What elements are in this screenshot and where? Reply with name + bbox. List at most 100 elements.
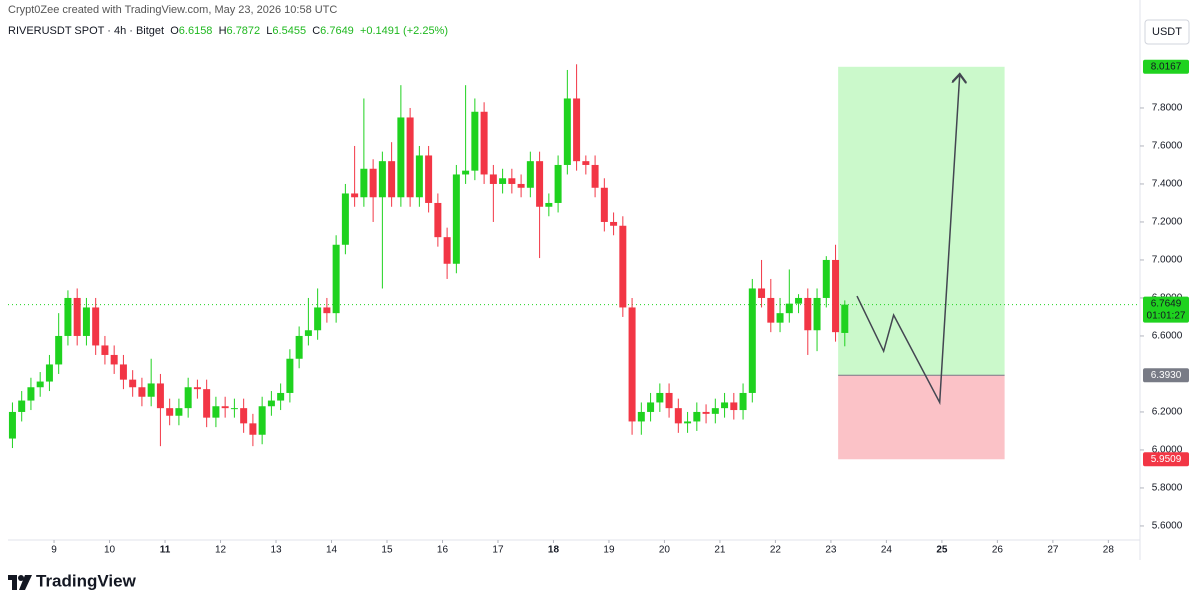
candle-body xyxy=(332,244,340,314)
credit: Crypt0Zee created with TradingView.com, … xyxy=(8,4,338,16)
candle-body xyxy=(351,193,359,198)
candle-body xyxy=(249,423,257,435)
legend-line: RIVERUSDT SPOT · 4h · Bitget O6.6158 H6.… xyxy=(8,25,448,37)
candle-body xyxy=(526,161,534,188)
candle-body xyxy=(295,335,303,359)
logo xyxy=(8,575,32,590)
y-tick-label: 6.2000 xyxy=(1152,407,1183,418)
candle-body xyxy=(147,383,155,397)
candle-body xyxy=(462,170,470,175)
candle-body xyxy=(776,313,784,323)
x-tick-label: 22 xyxy=(770,545,782,556)
price-badge xyxy=(1143,296,1189,323)
candle-body xyxy=(702,411,710,414)
y-tick-label: 5.6000 xyxy=(1152,521,1183,532)
candle-body xyxy=(619,225,627,308)
candle-body xyxy=(452,174,460,264)
x-tick-label: 20 xyxy=(659,545,671,556)
candle-body xyxy=(304,330,312,336)
x-tick-label: 12 xyxy=(215,545,227,556)
candle-body xyxy=(415,155,423,198)
x-tick-label: 21 xyxy=(714,545,726,556)
price-label: 6.7649 xyxy=(1151,298,1182,309)
stop-zone xyxy=(838,375,1005,460)
candle-body xyxy=(693,411,701,422)
candle-body xyxy=(36,381,44,388)
candle-body xyxy=(758,288,766,298)
stop-badge xyxy=(1143,452,1189,467)
candle-body xyxy=(600,187,608,222)
y-tick-label: 7.0000 xyxy=(1152,255,1183,266)
ohlc-value: 6.6158 xyxy=(178,25,213,37)
candle-body xyxy=(369,168,377,198)
candle-body xyxy=(138,387,146,397)
currency-box[interactable] xyxy=(1144,19,1190,45)
candle-body xyxy=(499,178,507,184)
candle-body xyxy=(258,406,266,435)
candle-body xyxy=(27,387,35,401)
candle-body xyxy=(193,387,201,390)
x-tick-label: 10 xyxy=(104,545,116,556)
candle-body xyxy=(813,297,821,331)
countdown: 01:01:27 xyxy=(1147,310,1186,321)
candle-body xyxy=(64,297,72,336)
candle-body xyxy=(82,307,90,336)
candle-body xyxy=(563,98,571,165)
x-tick-label: 15 xyxy=(381,545,393,556)
candle-body xyxy=(156,383,164,409)
x-tick-label: 17 xyxy=(492,545,504,556)
candle-body xyxy=(18,400,26,412)
candle-body xyxy=(425,155,433,203)
candle-body xyxy=(184,387,192,409)
candle-body xyxy=(517,183,525,188)
x-tick-label: 16 xyxy=(437,545,449,556)
candle-body xyxy=(73,297,81,336)
target-label: 8.0167 xyxy=(1151,61,1182,72)
x-tick-label: 25 xyxy=(936,545,948,556)
candle-body xyxy=(203,389,211,418)
candle-body xyxy=(684,421,692,424)
candle-body xyxy=(397,117,405,198)
candle-body xyxy=(230,408,238,410)
candle-body xyxy=(822,259,830,298)
entry-badge xyxy=(1143,368,1189,383)
target-badge xyxy=(1143,59,1189,74)
brand: TradingView xyxy=(36,571,137,590)
change: +0.1491 (+2.25%) xyxy=(359,25,449,37)
projection-path xyxy=(856,76,960,406)
candle-body xyxy=(841,304,849,333)
x-tick-label: 28 xyxy=(1103,545,1115,556)
candle-body xyxy=(314,307,322,331)
candle-body xyxy=(610,221,618,226)
candle-body xyxy=(489,174,497,184)
candle-body xyxy=(637,411,645,422)
candle-body xyxy=(388,161,396,198)
candle-body xyxy=(221,406,229,409)
candle-body xyxy=(591,164,599,188)
candle-body xyxy=(767,297,775,323)
candle-body xyxy=(785,303,793,314)
x-tick-label: 14 xyxy=(326,545,338,556)
candle-body xyxy=(406,117,414,198)
candle-body xyxy=(711,408,719,414)
candle-body xyxy=(286,358,294,393)
y-tick-label: 6.6000 xyxy=(1152,331,1183,342)
candle-body xyxy=(267,400,275,407)
currency: USDT xyxy=(1152,26,1182,38)
entry-label: 6.3930 xyxy=(1151,370,1182,381)
x-tick-label: 23 xyxy=(825,545,837,556)
symbol: RIVERUSDT SPOT · 4h · Bitget xyxy=(8,25,165,37)
ohlc-letter: C xyxy=(312,25,321,37)
y-tick-label: 7.8000 xyxy=(1152,103,1183,114)
candle-body xyxy=(480,111,488,175)
candle-body xyxy=(240,408,248,424)
x-tick-label: 24 xyxy=(881,545,893,556)
candle-body xyxy=(323,307,331,314)
ohlc-value: 6.7649 xyxy=(320,25,354,37)
candle-body xyxy=(804,297,812,331)
ohlc-letter: O xyxy=(170,25,179,37)
candle-body xyxy=(110,354,118,365)
ohlc-value: 6.5455 xyxy=(272,25,307,37)
candle-body xyxy=(665,392,673,409)
candle-body xyxy=(545,202,553,207)
